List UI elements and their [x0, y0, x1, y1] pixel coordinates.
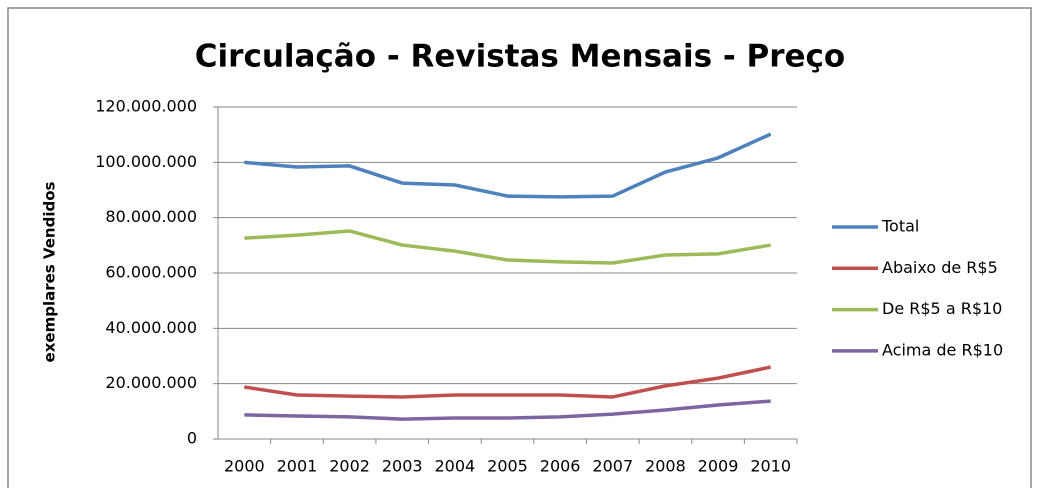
- y-tick-label: 0: [187, 429, 197, 448]
- y-tick-label: 100.000.000: [95, 152, 197, 171]
- chart-border: [7, 7, 1032, 492]
- y-tick-label: 80.000.000: [105, 207, 197, 226]
- series-line: [244, 365, 772, 399]
- x-tick-label: 2008: [645, 457, 686, 476]
- x-tick-label: 2006: [540, 457, 581, 476]
- legend-label: Acima de R$10: [882, 340, 1003, 359]
- x-tick-label: 2003: [382, 457, 423, 476]
- y-tick-label: 120.000.000: [95, 97, 197, 116]
- x-tick-label: 2010: [750, 457, 791, 476]
- x-tick-label: 2001: [277, 457, 318, 476]
- y-axis-label: exemplares Vendidos: [41, 182, 59, 363]
- x-tick-label: 2005: [487, 457, 528, 476]
- chart-title: Circulação - Revistas Mensais - Preço: [195, 39, 845, 75]
- x-tick-label: 2004: [435, 457, 476, 476]
- y-tick-label: 40.000.000: [105, 318, 197, 337]
- series-line: [244, 399, 771, 421]
- legend-label: Total: [881, 217, 919, 236]
- legend-label: De R$5 a R$10: [882, 299, 1002, 318]
- x-tick-label: 2000: [224, 457, 265, 476]
- legend-label: Abaixo de R$5: [882, 258, 998, 277]
- series-line: [244, 229, 771, 265]
- series-line: [244, 132, 772, 199]
- x-tick-label: 2009: [698, 457, 739, 476]
- y-tick-label: 60.000.000: [105, 263, 197, 282]
- y-tick-label: 20.000.000: [105, 373, 197, 392]
- x-tick-label: 2007: [592, 457, 633, 476]
- x-tick-label: 2002: [329, 457, 370, 476]
